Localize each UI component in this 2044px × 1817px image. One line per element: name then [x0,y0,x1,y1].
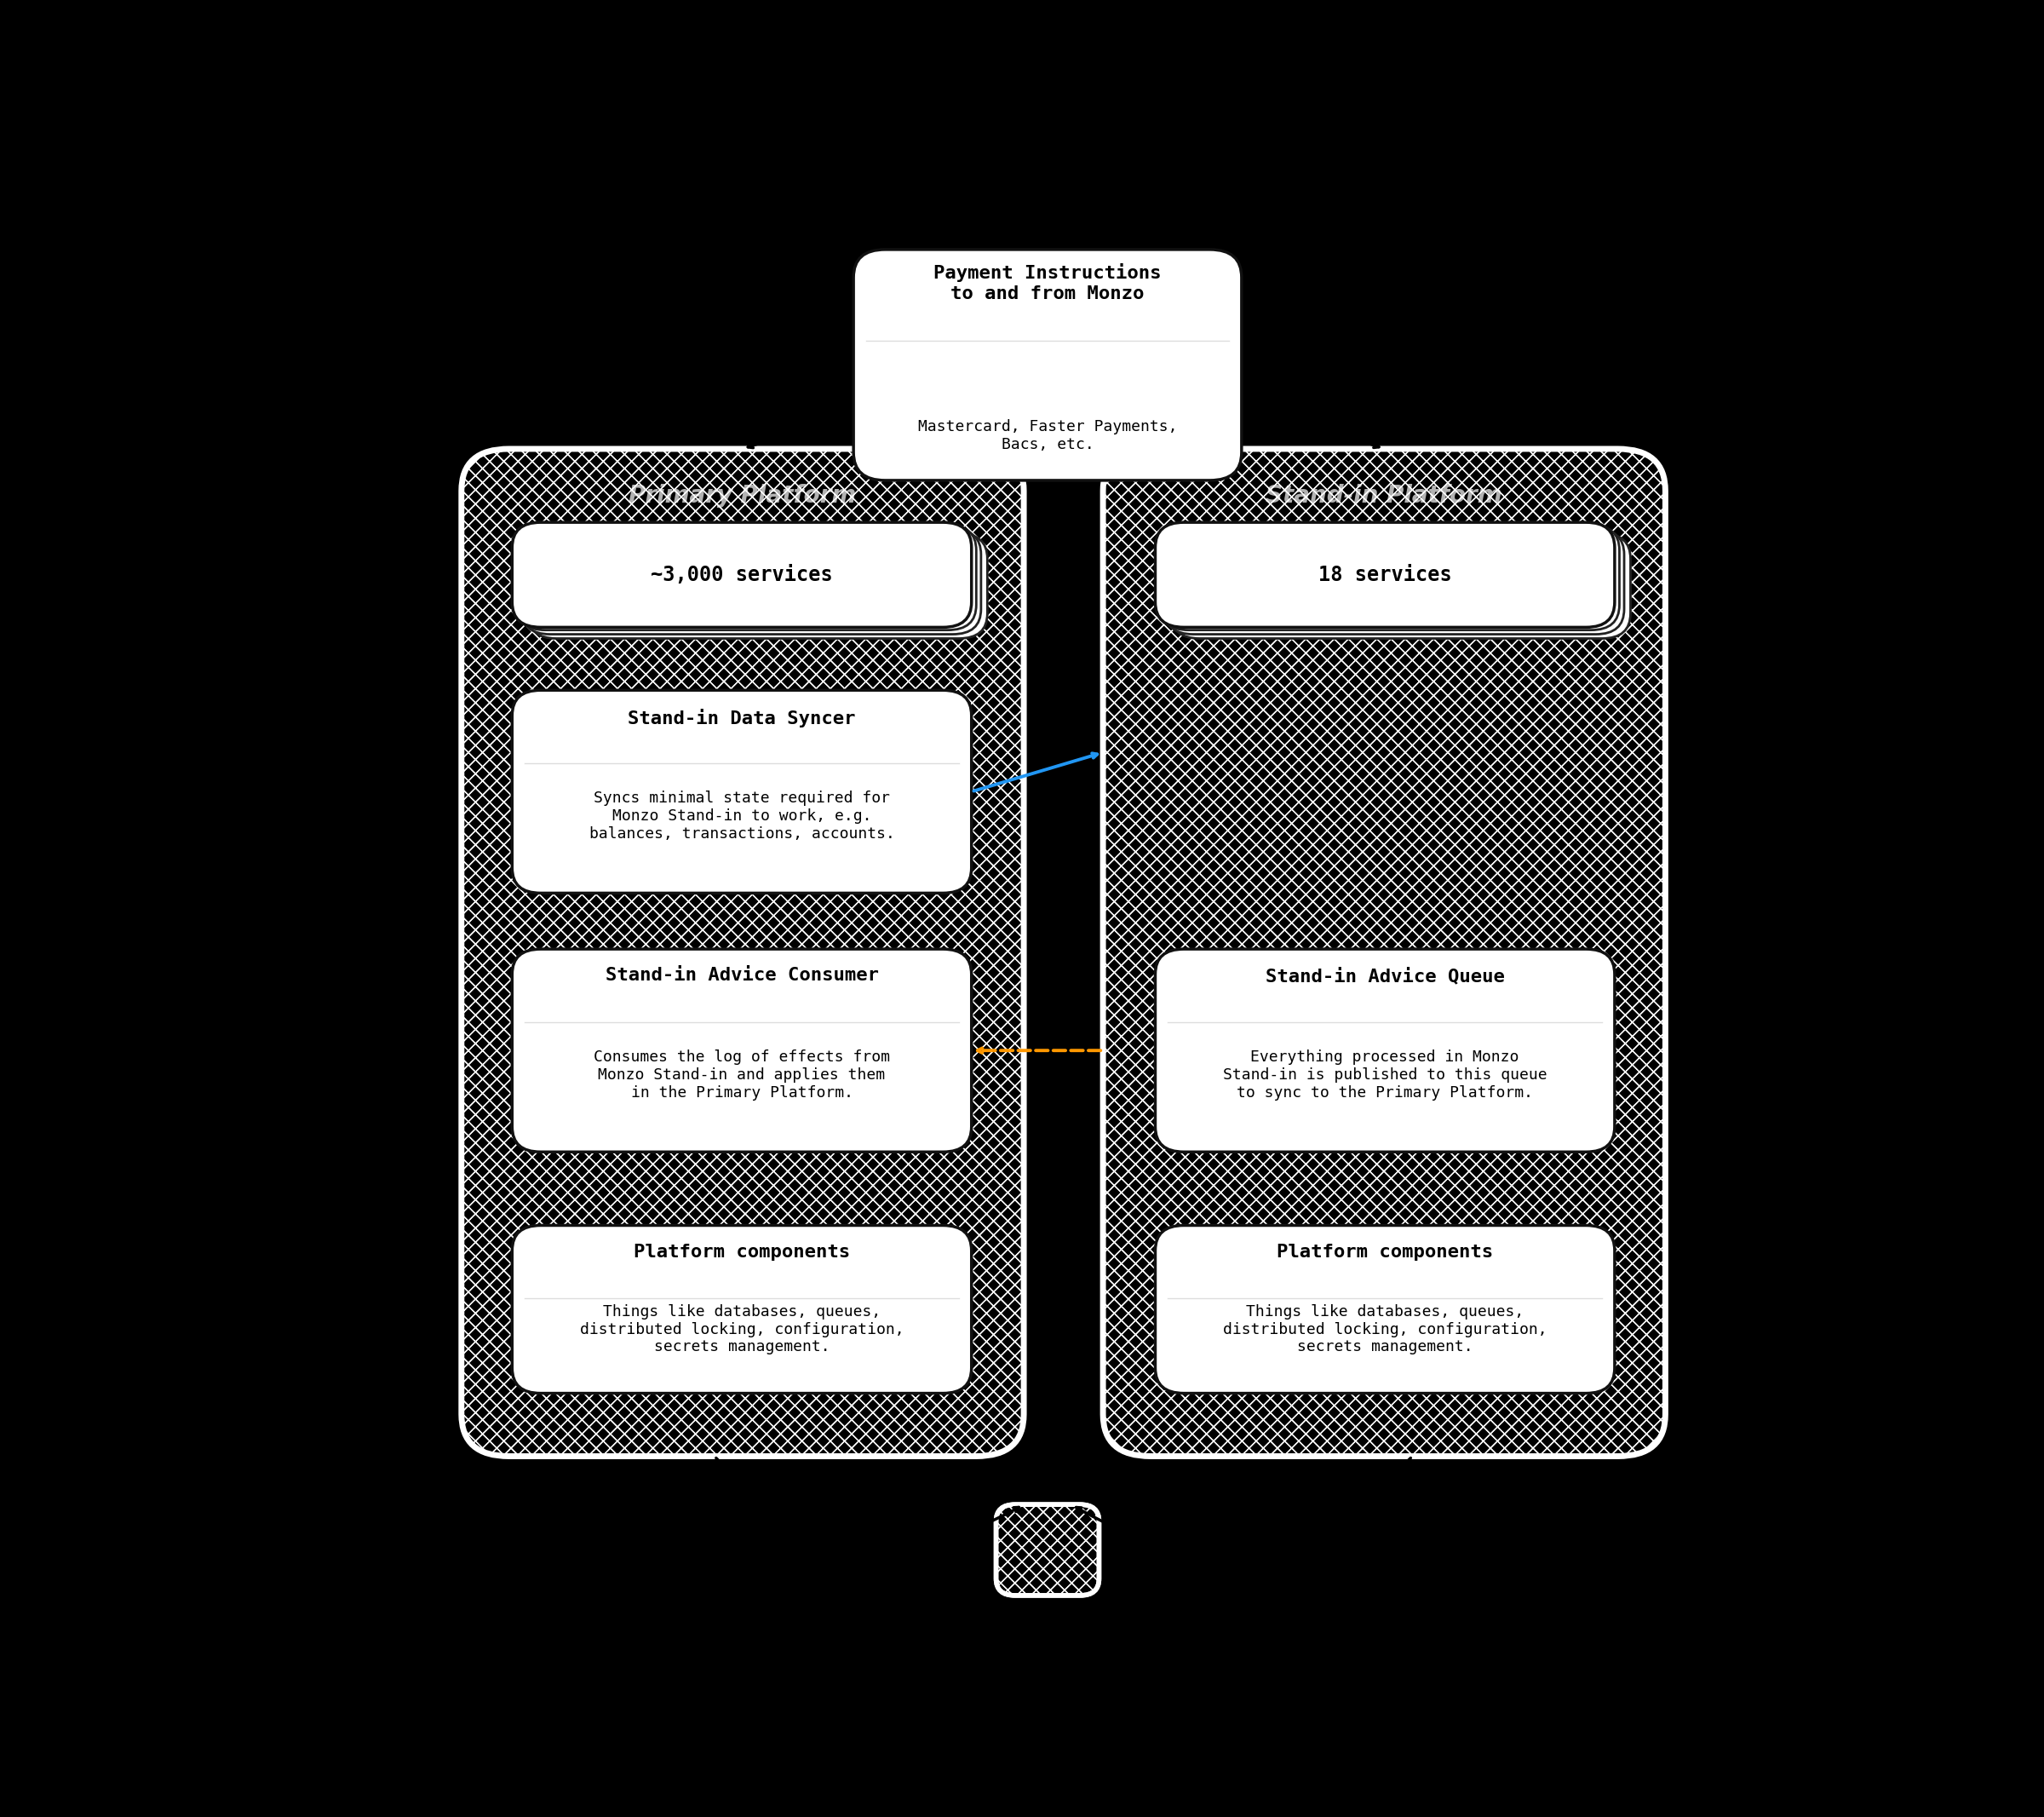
FancyBboxPatch shape [527,534,987,638]
FancyBboxPatch shape [513,690,971,894]
FancyBboxPatch shape [1155,948,1615,1152]
FancyBboxPatch shape [1165,529,1625,634]
FancyBboxPatch shape [513,1225,971,1394]
Text: 18 services: 18 services [1318,565,1451,585]
Text: ~3,000 services: ~3,000 services [650,565,832,585]
FancyBboxPatch shape [1161,525,1619,630]
Text: Consumes the log of effects from
Monzo Stand-in and applies them
in the Primary : Consumes the log of effects from Monzo S… [593,1050,889,1101]
Text: Platform components: Platform components [1278,1243,1494,1261]
Text: Syncs minimal state required for
Monzo Stand-in to work, e.g.
balances, transact: Syncs minimal state required for Monzo S… [589,790,895,841]
FancyBboxPatch shape [513,521,971,627]
Text: Everything processed in Monzo
Stand-in is published to this queue
to sync to the: Everything processed in Monzo Stand-in i… [1222,1050,1547,1101]
FancyBboxPatch shape [517,525,977,630]
FancyBboxPatch shape [1171,534,1631,638]
FancyBboxPatch shape [995,1504,1100,1595]
Text: Things like databases, queues,
distributed locking, configuration,
secrets manag: Things like databases, queues, distribut… [580,1305,903,1355]
FancyBboxPatch shape [1104,449,1666,1455]
FancyBboxPatch shape [513,948,971,1152]
Text: Mastercard, Faster Payments,
Bacs, etc.: Mastercard, Faster Payments, Bacs, etc. [918,420,1177,452]
Text: Stand-in Advice Queue: Stand-in Advice Queue [1265,967,1504,985]
Text: Primary Platform: Primary Platform [630,483,856,507]
Text: Things like databases, queues,
distributed locking, configuration,
secrets manag: Things like databases, queues, distribut… [1222,1305,1547,1355]
Text: Payment Instructions
to and from Monzo: Payment Instructions to and from Monzo [934,263,1161,302]
Text: Stand-in Advice Consumer: Stand-in Advice Consumer [605,967,879,985]
Text: Stand-in Data Syncer: Stand-in Data Syncer [628,709,856,727]
FancyBboxPatch shape [854,249,1241,480]
Text: Platform components: Platform components [634,1243,850,1261]
Text: Stand-in Platform: Stand-in Platform [1265,483,1502,507]
FancyBboxPatch shape [1155,1225,1615,1394]
FancyBboxPatch shape [1155,521,1615,627]
FancyBboxPatch shape [521,529,981,634]
FancyBboxPatch shape [462,449,1024,1455]
